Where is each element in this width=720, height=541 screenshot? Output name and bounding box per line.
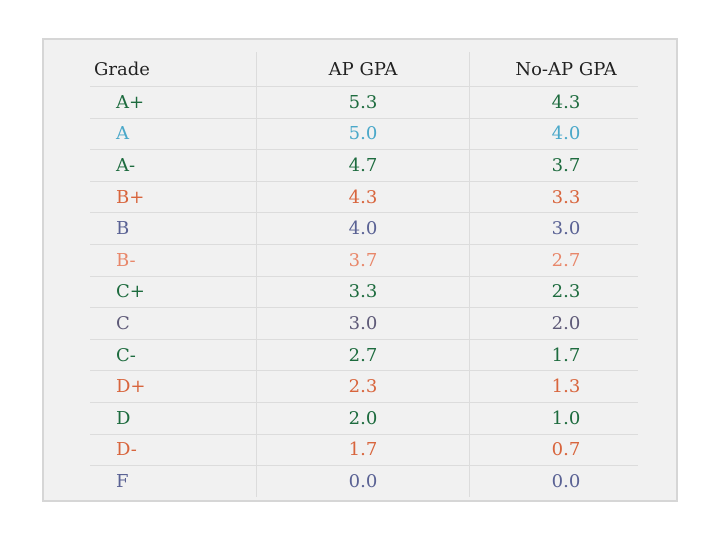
grade-table: Grade AP GPA No-AP GPA A+ 5.3 4.3 A 5.0 4.0 A- 4.… [90,52,638,497]
gpa-cell: 4.3 [256,181,470,213]
grade-cell: D- [116,439,137,461]
grade-row: A 5.0 4.0 [90,118,638,150]
column-header: No-AP GPA [469,52,638,87]
grade-row: D+ 2.3 1.3 [90,370,638,403]
gpa-cell: 0.7 [469,434,638,466]
grade-row: D 2.0 1.0 [90,402,638,435]
gpa-cell: 1.0 [469,402,638,435]
grade-cell: A [116,123,129,145]
gpa-cell: 4.3 [469,86,638,119]
gpa-cell: 4.7 [256,149,470,182]
header-row: Grade AP GPA No-AP GPA [90,52,638,87]
gpa-cell: 3.7 [256,244,470,277]
grade-cell: D+ [116,376,146,398]
grade-row: B- 3.7 2.7 [90,244,638,277]
column-header: Grade [94,58,150,80]
gpa-cell: 4.0 [469,118,638,150]
gpa-cell: 1.3 [469,370,638,403]
gpa-cell: 2.0 [469,307,638,340]
grade-cell: B- [116,249,136,271]
gpa-cell: 5.3 [256,86,470,119]
grade-row: B+ 4.3 3.3 [90,181,638,213]
gpa-cell: 0.0 [256,465,470,497]
gpa-cell: 1.7 [256,434,470,466]
grade-row: A- 4.7 3.7 [90,149,638,182]
gpa-cell: 4.0 [256,212,470,245]
grade-row: F 0.0 0.0 [90,465,638,497]
column-header: AP GPA [256,52,470,87]
grade-row: A+ 5.3 4.3 [90,86,638,119]
grade-row: C- 2.7 1.7 [90,339,638,371]
grade-row: D- 1.7 0.7 [90,434,638,466]
grade-table-panel: Grade AP GPA No-AP GPA A+ 5.3 4.3 A 5.0 4.0 A- 4.… [42,38,678,502]
gpa-cell: 3.7 [469,149,638,182]
gpa-cell: 3.0 [469,212,638,245]
grade-row: C 3.0 2.0 [90,307,638,340]
grade-cell: C+ [116,281,145,303]
gpa-cell: 3.3 [256,276,470,308]
grade-cell: A- [116,154,136,176]
grade-row: B 4.0 3.0 [90,212,638,245]
grade-cell: A+ [116,91,145,113]
table-body: A+ 5.3 4.3 A 5.0 4.0 A- 4.7 3.7 B+ 4.3 3.3 B 4.0 3.0 B-… [90,86,638,497]
gpa-cell: 2.3 [256,370,470,403]
grade-cell: B+ [116,186,145,208]
grade-cell: D [116,407,131,429]
grade-row: C+ 3.3 2.3 [90,276,638,308]
grade-cell: C [116,312,130,334]
gpa-cell: 3.3 [469,181,638,213]
grade-cell: F [116,470,129,492]
gpa-cell: 0.0 [469,465,638,497]
gpa-cell: 3.0 [256,307,470,340]
grade-cell: C- [116,344,136,366]
gpa-cell: 2.3 [469,276,638,308]
gpa-cell: 1.7 [469,339,638,371]
gpa-cell: 2.7 [469,244,638,277]
gpa-cell: 2.0 [256,402,470,435]
gpa-cell: 5.0 [256,118,470,150]
grade-cell: B [116,218,130,240]
gpa-cell: 2.7 [256,339,470,371]
